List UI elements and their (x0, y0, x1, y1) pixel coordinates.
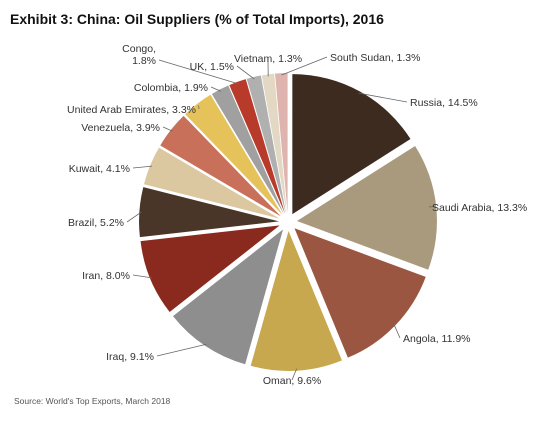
pie-slice-russia (292, 74, 411, 215)
leader-line-south-sudan (281, 56, 328, 76)
leader-line-venezuela (162, 126, 173, 132)
pie-slice-united-arab-emirates (185, 94, 283, 215)
leader-line-congo (158, 59, 239, 85)
leader-line-russia (358, 92, 408, 103)
slice-label-oman: Oman, 9.6% (263, 375, 321, 387)
pie-slice-venezuela (160, 115, 281, 217)
slice-label-colombia: Colombia, 1.9% (134, 82, 208, 94)
chart-title: Exhibit 3: China: Oil Suppliers (% of To… (10, 11, 384, 27)
leader-line-saudi-arabia (428, 206, 435, 208)
pie-slice-congo (229, 79, 285, 214)
chart-source: Source: World's Top Exports, March 2018 (14, 396, 171, 406)
pie-slice-uk (246, 75, 286, 214)
pie-slice-oman (250, 230, 342, 371)
leader-line-angola (393, 323, 401, 339)
pie-slice-iran (140, 225, 280, 312)
slice-label-united-arab-emirates: United Arab Emirates, 3.3% (67, 104, 196, 116)
leader-line-iran (132, 274, 153, 279)
slice-label-south-sudan: South Sudan, 1.3% (330, 52, 421, 64)
leader-line-kuwait (132, 165, 153, 169)
slice-label-uk: UK, 1.5% (190, 61, 234, 73)
pie-slice-angola (294, 228, 426, 358)
pie-slice-kuwait (143, 147, 280, 219)
slice-label-angola: Angola, 11.9% (403, 333, 471, 345)
slice-label-russia: Russia, 14.5% (410, 97, 478, 109)
leader-line-uk (236, 65, 255, 80)
pie-slice-brazil (139, 187, 280, 238)
slice-label-saudi-arabia: Saudi Arabia, 13.3% (432, 202, 527, 214)
leader-line-colombia (210, 86, 221, 92)
leader-line-united-arab-emirates (198, 105, 200, 110)
pie-slice-colombia (211, 85, 284, 214)
leader-line-brazil (126, 211, 142, 223)
slice-label-vietnam: Vietnam, 1.3% (234, 53, 302, 65)
slice-label-iraq: Iraq, 9.1% (106, 351, 154, 363)
pie-slice-saudi-arabia (296, 145, 437, 270)
pie-slice-iraq (172, 229, 284, 365)
pie-slice-south-sudan (275, 73, 288, 214)
slice-label-brazil: Brazil, 5.2% (68, 217, 124, 229)
pie-slice-vietnam (261, 73, 287, 214)
leader-line-oman (291, 368, 298, 381)
slice-label-kuwait: Kuwait, 4.1% (69, 163, 130, 175)
slice-label-venezuela: Venezuela, 3.9% (81, 122, 160, 134)
slice-label-congo: Congo, 1.8% (122, 43, 156, 67)
leader-line-iraq (156, 343, 207, 357)
slice-label-iran: Iran, 8.0% (82, 270, 130, 282)
